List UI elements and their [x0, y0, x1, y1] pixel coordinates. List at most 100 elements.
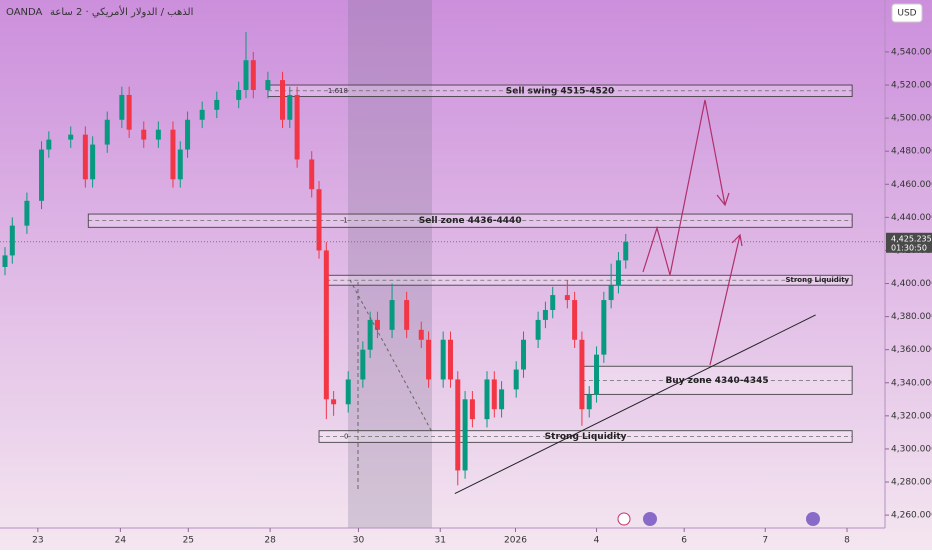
- candle-body: [426, 339, 432, 380]
- arrow-head: [731, 233, 743, 247]
- candle-body: [104, 119, 110, 145]
- arrow-head: [716, 192, 730, 207]
- currency-label[interactable]: USD: [897, 9, 916, 19]
- event-icon[interactable]: [617, 512, 631, 526]
- candle-body: [82, 134, 88, 180]
- candle-body: [615, 260, 621, 286]
- candle-body: [2, 255, 8, 267]
- candle-body: [243, 60, 249, 90]
- candle-body: [455, 379, 461, 471]
- y-tick-label: 4,540.000: [891, 47, 932, 57]
- candle-body: [447, 339, 453, 380]
- candle-body: [39, 149, 45, 201]
- candle-body: [404, 300, 410, 330]
- y-tick-label: 4,340.000: [891, 378, 932, 388]
- candle-body: [90, 144, 96, 180]
- candle-body: [462, 399, 468, 471]
- candle-body: [491, 379, 497, 410]
- y-tick-label: 4,460.000: [891, 180, 932, 190]
- fib-level-label: 1: [343, 217, 347, 225]
- candle-body: [214, 99, 220, 110]
- candle-body: [345, 379, 351, 405]
- zone-label: Strong Liquidity: [785, 276, 849, 284]
- candle-body: [360, 349, 366, 380]
- x-tick-label: 25: [183, 536, 194, 546]
- zone-label: Sell swing 4515-4520: [506, 86, 614, 96]
- candle-body: [265, 80, 271, 90]
- fib-level-label: 1.618: [328, 87, 348, 95]
- candle-body: [331, 399, 337, 405]
- last-price-label: 4,425.235: [891, 234, 932, 243]
- plot: 4,260.000 4,280.000 4,300.000 4,320.000 4,34…: [0, 32, 932, 546]
- candle-body: [418, 329, 424, 340]
- candle-body: [469, 399, 475, 420]
- y-tick-label: 4,360.000: [891, 345, 932, 355]
- candle-body: [177, 149, 183, 180]
- zone-label: Buy zone 4340-4345: [665, 376, 768, 386]
- candle-body: [601, 300, 607, 355]
- candle-body: [389, 300, 395, 330]
- candle-body: [367, 319, 373, 350]
- candle-body: [119, 94, 125, 120]
- candle-body: [199, 109, 205, 120]
- x-tick-label: 30: [353, 536, 365, 546]
- candle-body: [170, 129, 176, 180]
- x-tick-label: 7: [762, 536, 768, 546]
- candle-body: [185, 119, 191, 150]
- candle-body: [155, 129, 161, 140]
- candle-body: [68, 134, 74, 140]
- currency-button[interactable]: [891, 3, 923, 23]
- candle-body: [126, 94, 132, 130]
- candle-body: [236, 89, 242, 100]
- x-tick-label: 2026: [504, 536, 527, 546]
- chart-subtitle: الذهب / الدولار الأمريكي · 2 ساعة: [50, 5, 193, 18]
- candle-body: [572, 300, 578, 340]
- y-tick-label: 4,320.000: [891, 411, 932, 421]
- candle-body: [579, 339, 585, 410]
- event-flag[interactable]: [806, 512, 820, 526]
- y-tick-label: 4,500.000: [891, 114, 932, 124]
- candle-body: [550, 295, 556, 310]
- candle-body: [594, 354, 600, 395]
- last-price-box: [886, 232, 932, 253]
- candle-body: [586, 394, 592, 410]
- candle-body: [280, 80, 286, 120]
- candle-body: [499, 389, 505, 410]
- event-flag[interactable]: [643, 512, 657, 526]
- candle-body: [46, 139, 52, 150]
- y-tick-label: 4,520.000: [891, 81, 932, 91]
- candle-body: [440, 339, 446, 380]
- y-tick-label: 4,300.000: [891, 444, 932, 454]
- shaded-range: [348, 0, 432, 528]
- x-tick-label: 4: [594, 536, 600, 546]
- candle-body: [535, 319, 541, 340]
- y-tick-label: 4,380.000: [891, 312, 932, 322]
- candle-body: [294, 94, 300, 160]
- candle-body: [608, 285, 614, 301]
- x-tick-label: 28: [264, 536, 276, 546]
- candle-body: [9, 225, 15, 256]
- fib-diagonal: [349, 279, 433, 433]
- countdown: 01:30:50: [891, 243, 927, 252]
- projection-path: [642, 99, 726, 276]
- candle-body: [141, 129, 147, 140]
- candle-body: [250, 60, 256, 90]
- x-tick-label: 6: [681, 536, 687, 546]
- x-tick-label: 24: [115, 536, 127, 546]
- x-tick-label: 31: [435, 536, 446, 546]
- zone-label: Strong Liquidity: [545, 432, 627, 442]
- candle-body: [564, 295, 570, 301]
- fib-level-label: 0: [344, 433, 348, 441]
- candle-body: [513, 369, 519, 390]
- chart-title: OANDA: [6, 7, 43, 18]
- candle-body: [309, 159, 315, 190]
- candle-body: [484, 379, 490, 420]
- candle-body: [24, 200, 30, 226]
- candle-body: [287, 94, 293, 120]
- candle-body: [521, 339, 527, 370]
- x-tick-label: 23: [32, 536, 43, 546]
- projection-path: [709, 234, 741, 366]
- y-tick-label: 4,480.000: [891, 147, 932, 157]
- candle-body: [542, 309, 548, 320]
